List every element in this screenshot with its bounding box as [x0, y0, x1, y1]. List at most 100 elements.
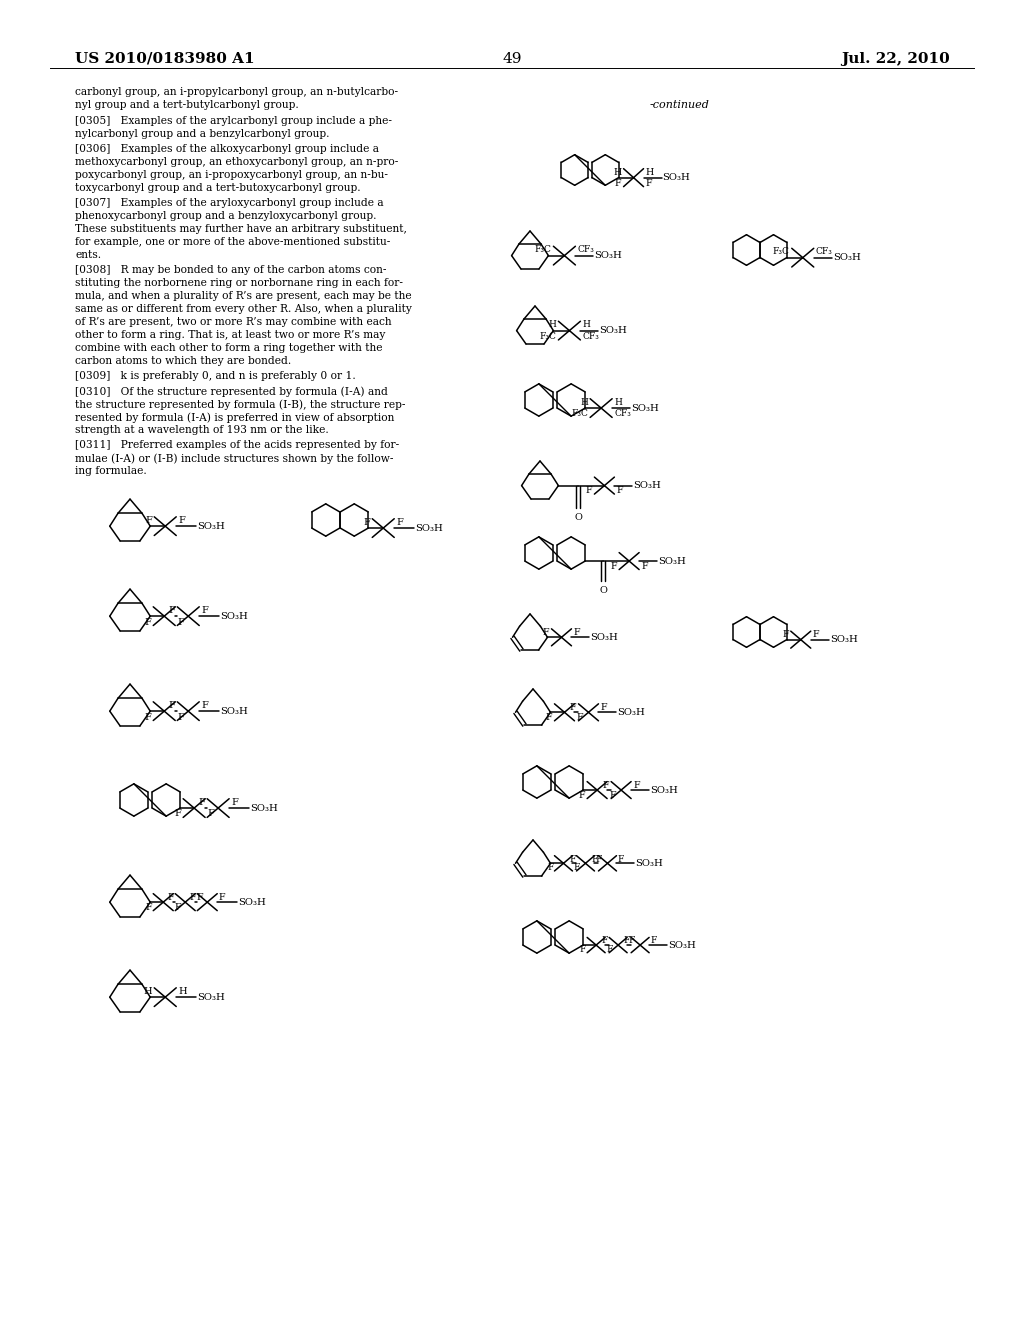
Text: F: F [168, 606, 175, 615]
Text: strength at a wavelength of 193 nm or the like.: strength at a wavelength of 193 nm or th… [75, 425, 329, 436]
Text: F: F [547, 863, 554, 873]
Text: SO₃H: SO₃H [239, 898, 266, 907]
Text: SO₃H: SO₃H [631, 404, 658, 413]
Text: F: F [177, 618, 184, 627]
Text: F: F [602, 936, 608, 945]
Text: F: F [580, 945, 586, 954]
Text: [0311]   Preferred examples of the acids represented by for-: [0311] Preferred examples of the acids r… [75, 440, 399, 450]
Text: [0310]   Of the structure represented by formula (I-A) and: [0310] Of the structure represented by f… [75, 385, 388, 396]
Text: H: H [645, 168, 653, 177]
Text: stituting the norbornene ring or norbornane ring in each for-: stituting the norbornene ring or norborn… [75, 279, 403, 288]
Text: SO₃H: SO₃H [250, 804, 278, 813]
Text: poxycarbonyl group, an i-propoxycarbonyl group, an n-bu-: poxycarbonyl group, an i-propoxycarbonyl… [75, 170, 388, 180]
Text: F: F [633, 780, 640, 789]
Text: F: F [813, 630, 819, 639]
Text: SO₃H: SO₃H [617, 708, 645, 717]
Text: O: O [599, 586, 607, 595]
Text: F₃C: F₃C [571, 409, 588, 418]
Text: F₃C: F₃C [773, 247, 790, 256]
Text: for example, one or more of the above-mentioned substitu-: for example, one or more of the above-me… [75, 238, 390, 247]
Text: F: F [628, 936, 635, 945]
Text: F: F [178, 516, 185, 525]
Text: phenoxycarbonyl group and a benzyloxycarbonyl group.: phenoxycarbonyl group and a benzyloxycar… [75, 211, 377, 220]
Text: F: F [577, 713, 583, 722]
Text: H: H [613, 168, 622, 177]
Text: F: F [579, 791, 585, 800]
Text: SO₃H: SO₃H [829, 635, 857, 644]
Text: F: F [207, 809, 214, 818]
Text: F: F [569, 702, 577, 711]
Text: F: F [610, 561, 617, 570]
Text: F: F [616, 486, 623, 495]
Text: F: F [145, 516, 153, 525]
Text: [0308]   R may be bonded to any of the carbon atoms con-: [0308] R may be bonded to any of the car… [75, 265, 386, 275]
Text: F: F [650, 936, 656, 945]
Text: F: F [586, 486, 593, 495]
Text: F: F [600, 702, 607, 711]
Text: F: F [546, 713, 553, 722]
Text: [0309]   k is preferably 0, and n is preferably 0 or 1.: [0309] k is preferably 0, and n is prefe… [75, 371, 355, 381]
Text: F: F [144, 618, 152, 627]
Text: SO₃H: SO₃H [198, 993, 225, 1002]
Text: F: F [177, 713, 184, 722]
Text: [0305]   Examples of the arylcarbonyl group include a phe-: [0305] Examples of the arylcarbonyl grou… [75, 116, 392, 125]
Text: nyl group and a tert-butylcarbonyl group.: nyl group and a tert-butylcarbonyl group… [75, 100, 299, 110]
Text: F: F [641, 561, 648, 570]
Text: CF₃: CF₃ [578, 246, 594, 255]
Text: [0307]   Examples of the aryloxycarbonyl group include a: [0307] Examples of the aryloxycarbonyl g… [75, 198, 384, 209]
Text: carbonyl group, an i-propylcarbonyl group, an n-butylcarbo-: carbonyl group, an i-propylcarbonyl grou… [75, 87, 398, 96]
Text: -continued: -continued [650, 100, 710, 110]
Text: F: F [199, 797, 205, 807]
Text: CF₃: CF₃ [583, 331, 599, 341]
Text: ents.: ents. [75, 249, 101, 260]
Text: H: H [143, 987, 153, 995]
Text: H: H [614, 397, 622, 407]
Text: F: F [591, 854, 597, 863]
Text: F: F [624, 936, 630, 945]
Text: F: F [573, 863, 580, 873]
Text: F: F [168, 892, 174, 902]
Text: SO₃H: SO₃H [634, 480, 662, 490]
Text: combine with each other to form a ring together with the: combine with each other to form a ring t… [75, 343, 383, 352]
Text: CF₃: CF₃ [816, 247, 833, 256]
Text: mulae (I-A) or (I-B) include structures shown by the follow-: mulae (I-A) or (I-B) include structures … [75, 453, 393, 463]
Text: SO₃H: SO₃H [650, 785, 678, 795]
Text: of R’s are present, two or more R’s may combine with each: of R’s are present, two or more R’s may … [75, 317, 391, 327]
Text: H: H [178, 987, 186, 995]
Text: F: F [573, 628, 581, 636]
Text: SO₃H: SO₃H [220, 706, 248, 715]
Text: mula, and when a plurality of R’s are present, each may be the: mula, and when a plurality of R’s are pr… [75, 290, 412, 301]
Text: F: F [543, 628, 550, 636]
Text: SO₃H: SO₃H [663, 173, 690, 182]
Text: toxycarbonyl group and a tert-butoxycarbonyl group.: toxycarbonyl group and a tert-butoxycarb… [75, 183, 360, 193]
Text: carbon atoms to which they are bonded.: carbon atoms to which they are bonded. [75, 356, 291, 366]
Text: SO₃H: SO₃H [591, 632, 618, 642]
Text: other to form a ring. That is, at least two or more R’s may: other to form a ring. That is, at least … [75, 330, 385, 341]
Text: O: O [574, 512, 583, 521]
Text: H: H [581, 397, 588, 407]
Text: F: F [202, 606, 208, 615]
Text: F: F [168, 701, 175, 710]
Text: SO₃H: SO₃H [833, 253, 860, 263]
Text: These substituents may further have an arbitrary substituent,: These substituents may further have an a… [75, 224, 407, 234]
Text: F: F [782, 630, 788, 639]
Text: F: F [596, 854, 602, 863]
Text: Jul. 22, 2010: Jul. 22, 2010 [842, 51, 950, 66]
Text: F: F [396, 517, 403, 527]
Text: F: F [145, 903, 153, 912]
Text: same as or different from every other R. Also, when a plurality: same as or different from every other R.… [75, 304, 412, 314]
Text: H: H [583, 321, 590, 329]
Text: SO₃H: SO₃H [658, 557, 686, 565]
Text: 49: 49 [502, 51, 522, 66]
Text: F: F [231, 797, 238, 807]
Text: resented by formula (I-A) is preferred in view of absorption: resented by formula (I-A) is preferred i… [75, 412, 394, 422]
Text: [0306]   Examples of the alkoxycarbonyl group include a: [0306] Examples of the alkoxycarbonyl gr… [75, 144, 379, 154]
Text: F: F [174, 903, 181, 912]
Text: F: F [202, 701, 208, 710]
Text: SO₃H: SO₃H [668, 941, 696, 949]
Text: F₃C: F₃C [540, 331, 556, 341]
Text: nylcarbonyl group and a benzylcarbonyl group.: nylcarbonyl group and a benzylcarbonyl g… [75, 129, 330, 139]
Text: F: F [174, 809, 181, 818]
Text: H: H [549, 321, 556, 329]
Text: SO₃H: SO₃H [594, 251, 623, 260]
